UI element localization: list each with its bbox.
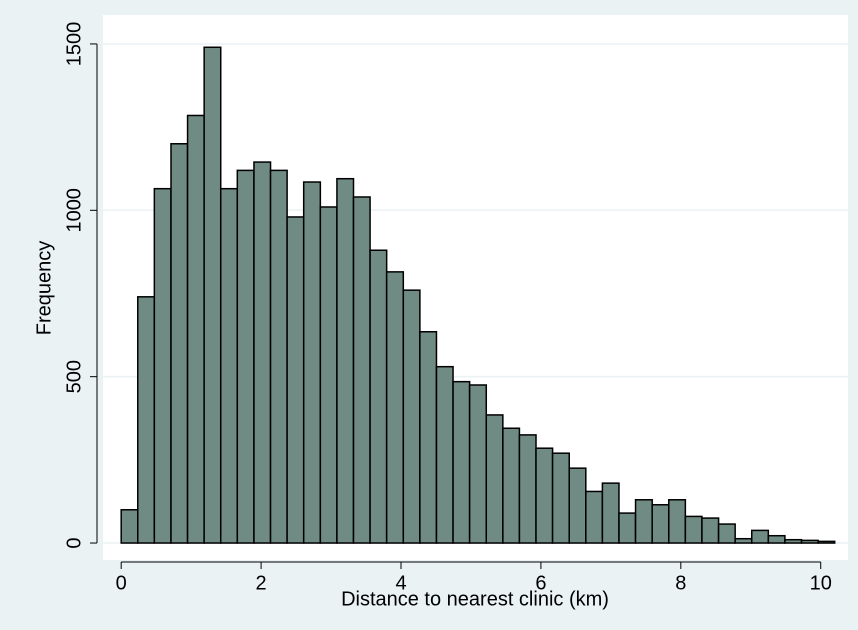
bar: [153, 187, 172, 544]
bar: [203, 46, 222, 544]
bar: [701, 517, 720, 544]
y-tick-label: 0: [63, 537, 85, 548]
x-tick-label: 0: [116, 572, 127, 594]
bar: [485, 414, 504, 544]
bar: [651, 504, 670, 544]
bar: [518, 434, 537, 544]
bar: [717, 523, 736, 544]
bar: [219, 187, 239, 544]
bar: [502, 427, 521, 544]
bar: [668, 499, 687, 544]
bar: [551, 452, 570, 544]
bar: [352, 196, 371, 544]
bar: [784, 538, 803, 544]
bar: [468, 384, 488, 544]
bar: [253, 161, 272, 544]
bar: [452, 380, 471, 544]
bar: [435, 365, 454, 544]
bar: [319, 206, 338, 544]
bar: [634, 499, 653, 544]
bar: [286, 216, 305, 544]
bar: [585, 490, 604, 544]
bar: [800, 539, 819, 544]
bar: [684, 515, 703, 544]
bar: [734, 537, 753, 544]
bar: [817, 540, 836, 544]
y-axis-label: Frequency: [33, 241, 55, 336]
y-tick-label: 1000: [63, 188, 85, 233]
bar: [137, 296, 156, 544]
bar: [385, 271, 405, 544]
y-tick-label: 1500: [63, 22, 85, 66]
bar: [269, 169, 288, 544]
bar: [535, 447, 554, 544]
bar: [402, 289, 421, 544]
x-tick-label: 2: [256, 572, 267, 594]
bar: [170, 143, 189, 544]
bar: [336, 177, 355, 544]
bar: [302, 181, 322, 544]
bar: [767, 534, 786, 544]
bar: [419, 331, 438, 544]
bar: [369, 249, 388, 544]
x-tick-label: 6: [535, 572, 546, 594]
x-tick-label: 8: [675, 572, 686, 594]
bar: [568, 467, 587, 544]
bar: [750, 529, 770, 544]
bar: [236, 169, 255, 544]
x-tick-label: 10: [810, 572, 832, 594]
bar: [186, 114, 205, 544]
x-tick-label: 4: [395, 572, 406, 594]
y-tick-label: 500: [63, 360, 85, 393]
bar: [120, 509, 139, 544]
x-axis-label: Distance to nearest clinic (km): [341, 588, 609, 610]
bar: [618, 512, 637, 544]
bar: [601, 482, 620, 544]
